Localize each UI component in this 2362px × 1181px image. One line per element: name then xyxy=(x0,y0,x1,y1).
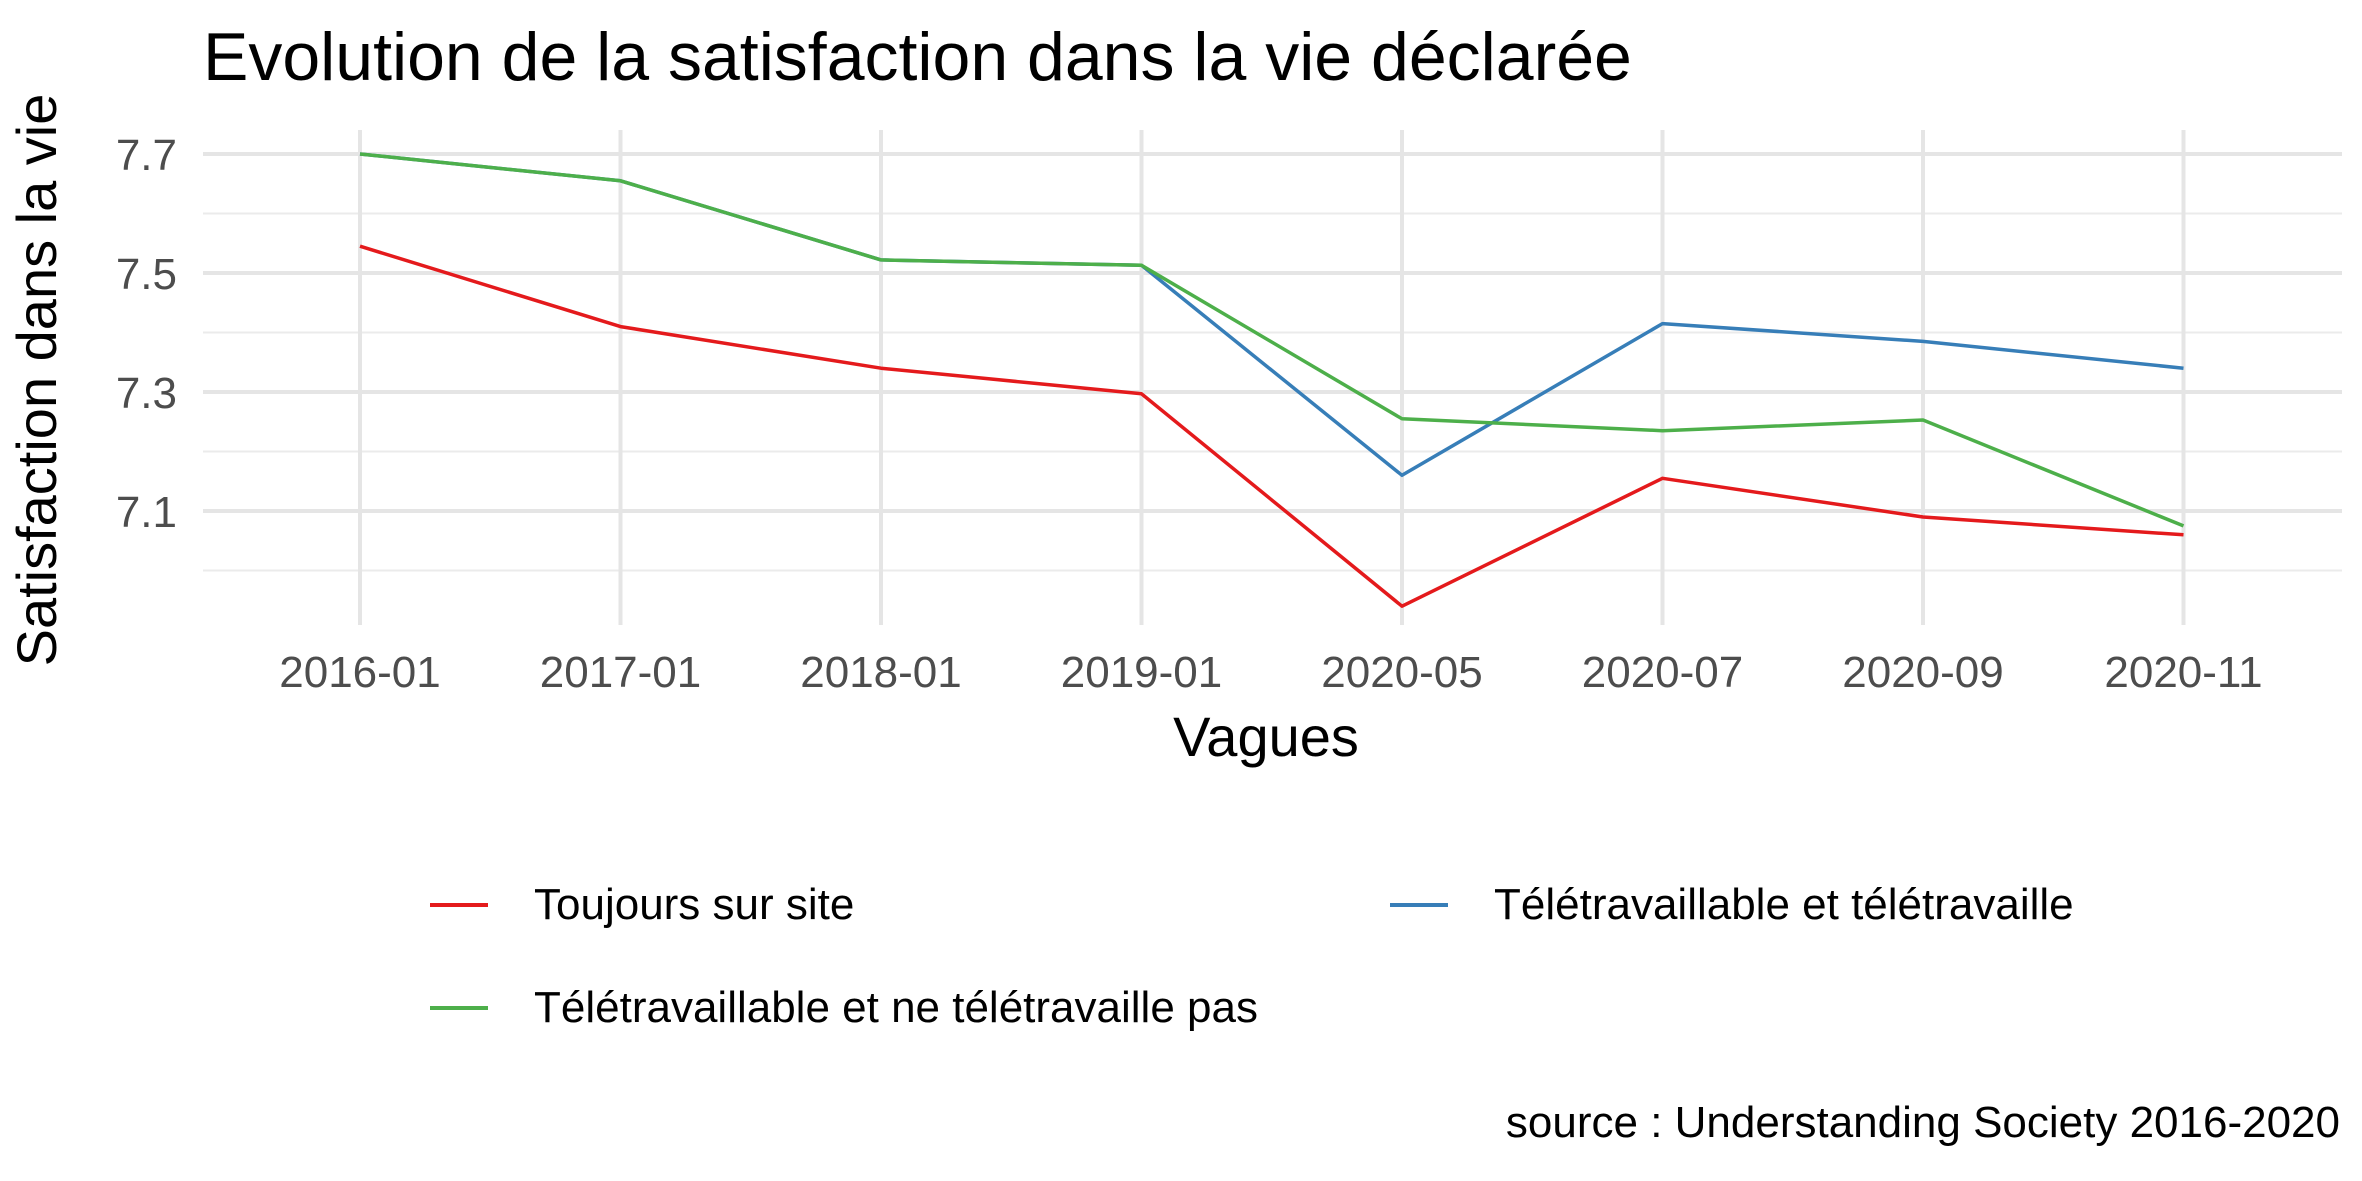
legend-item-teletravaillable-et-teletravaille: Télétravaillable et télétravaille xyxy=(1390,875,2074,935)
chart-title: Evolution de la satisfaction dans la vie… xyxy=(203,19,1632,95)
x-tick-label: 2020-11 xyxy=(2104,648,2262,697)
legend-item-teletravaillable-et-ne-teletravaille-pas: Télétravaillable et ne télétravaille pas xyxy=(430,978,1258,1038)
legend-key-red xyxy=(430,903,488,907)
y-tick-label: 7.7 xyxy=(116,131,177,180)
y-axis-title: Satisfaction dans la vie xyxy=(5,94,68,667)
gridlines xyxy=(203,130,2342,625)
y-tick-labels: 7.1 7.3 7.5 7.7 xyxy=(116,131,177,537)
series-lines xyxy=(359,152,2185,608)
x-tick-label: 2018-01 xyxy=(800,648,961,697)
x-tick-label: 2016-01 xyxy=(279,648,440,697)
x-tick-label: 2020-09 xyxy=(1842,648,2003,697)
legend-key-blue xyxy=(1390,903,1448,907)
x-tick-label: 2020-07 xyxy=(1582,648,1743,697)
series-line-1 xyxy=(359,152,2184,478)
legend-item-toujours-sur-site: Toujours sur site xyxy=(430,875,854,935)
legend-label: Télétravaillable et ne télétravaille pas xyxy=(534,983,1258,1032)
x-tick-label: 2020-05 xyxy=(1321,648,1482,697)
source-caption: source : Understanding Society 2016-2020 xyxy=(1505,1098,2340,1147)
legend-label: Télétravaillable et télétravaille xyxy=(1494,880,2074,929)
series-line-0 xyxy=(359,244,2184,608)
legend-key-green xyxy=(430,1006,488,1010)
x-tick-label: 2017-01 xyxy=(540,648,701,697)
y-tick-label: 7.5 xyxy=(116,250,177,299)
x-axis-title: Vagues xyxy=(1173,705,1359,768)
x-tick-labels: 2016-01 2017-01 2018-01 2019-01 2020-05 2020-… xyxy=(279,648,2262,697)
x-tick-label: 2019-01 xyxy=(1061,648,1222,697)
legend-label: Toujours sur site xyxy=(534,880,855,929)
series-line-2 xyxy=(359,152,2185,528)
y-tick-label: 7.3 xyxy=(116,369,177,418)
y-tick-label: 7.1 xyxy=(116,488,177,537)
